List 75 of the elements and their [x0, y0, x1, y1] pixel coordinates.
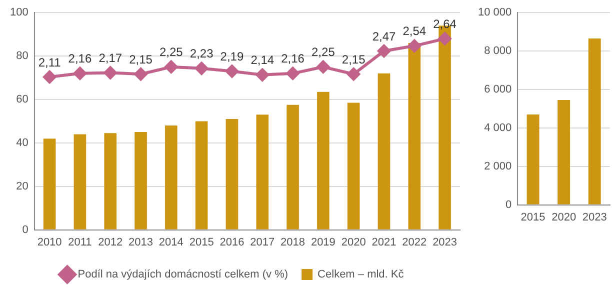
- data-label: 2,17: [98, 51, 122, 66]
- bar: [286, 104, 299, 230]
- x-tick-label: 2011: [68, 236, 92, 248]
- data-label: 2,64: [433, 16, 457, 31]
- bar: [165, 126, 178, 230]
- data-label: 2,11: [38, 55, 62, 70]
- bar: [408, 43, 421, 230]
- x-tick-label: 2012: [98, 236, 123, 248]
- y-tick-label: 40: [16, 136, 28, 149]
- data-label: 2,23: [190, 46, 214, 61]
- point: [438, 32, 452, 46]
- bar: [74, 134, 86, 230]
- data-label: 2,15: [129, 52, 153, 66]
- y-tick-label: 8 000: [484, 45, 512, 58]
- data-label: 2,14: [250, 53, 274, 68]
- bar: [558, 100, 570, 204]
- x-tick-label: 2015: [189, 236, 214, 248]
- y-tick-label: 20: [16, 180, 28, 192]
- point: [347, 68, 360, 81]
- x-tick-label: 2010: [37, 236, 62, 248]
- x-tick-label: 2023: [582, 211, 607, 224]
- point: [286, 66, 300, 80]
- data-label: 2,16: [281, 52, 305, 66]
- point: [43, 70, 56, 84]
- legend-label: Podíl na výdajích domácností celkem (v %): [78, 268, 288, 281]
- bar: [256, 114, 269, 230]
- data-label: 2,25: [159, 45, 184, 60]
- y-tick-label: 0: [506, 198, 512, 211]
- x-tick-label: 2020: [552, 211, 576, 224]
- bar: [588, 38, 601, 204]
- y-tick-label: 60: [16, 94, 28, 106]
- x-tick-label: 2021: [372, 236, 396, 248]
- y-tick-label: 80: [16, 50, 28, 62]
- bar: [347, 102, 360, 230]
- y-tick-label: 4 000: [484, 122, 512, 134]
- bar: [378, 73, 390, 230]
- x-tick-label: 2016: [220, 236, 244, 248]
- legend-label: Celkem – mld. Kč: [318, 268, 404, 281]
- data-label: 2,54: [402, 24, 426, 38]
- point: [316, 60, 330, 74]
- bar: [317, 92, 330, 230]
- x-tick-label: 2023: [432, 236, 458, 248]
- x-tick-label: 2015: [520, 211, 546, 224]
- point: [164, 60, 178, 74]
- bar: [134, 132, 147, 230]
- point: [225, 64, 238, 78]
- point: [377, 44, 390, 58]
- x-tick-label: 2018: [280, 236, 306, 248]
- y-tick-label: 2 000: [484, 160, 512, 172]
- y-tick-label: 0: [22, 224, 28, 236]
- bar: [226, 119, 238, 230]
- x-tick-label: 2017: [250, 236, 275, 248]
- point: [73, 66, 86, 80]
- bar: [104, 133, 117, 230]
- bar: [43, 138, 56, 230]
- y-tick-label: 10 000: [478, 6, 512, 19]
- x-tick-label: 2014: [158, 236, 184, 248]
- data-label: 2,47: [372, 29, 396, 44]
- x-tick-label: 2013: [128, 236, 154, 248]
- data-label: 2,25: [312, 45, 336, 60]
- point: [256, 68, 269, 82]
- point: [408, 39, 421, 52]
- point: [134, 68, 148, 81]
- data-label: 2,16: [68, 52, 92, 66]
- point: [104, 66, 117, 80]
- data-label: 2,19: [220, 50, 244, 64]
- bar: [195, 121, 208, 230]
- y-tick-label: 6 000: [484, 84, 512, 96]
- point: [195, 62, 208, 75]
- data-label: 2,15: [342, 52, 366, 66]
- bar: [526, 114, 540, 204]
- x-tick-label: 2020: [341, 236, 366, 248]
- x-tick-label: 2022: [402, 236, 427, 248]
- y-tick-label: 100: [10, 6, 28, 19]
- x-tick-label: 2019: [310, 236, 336, 248]
